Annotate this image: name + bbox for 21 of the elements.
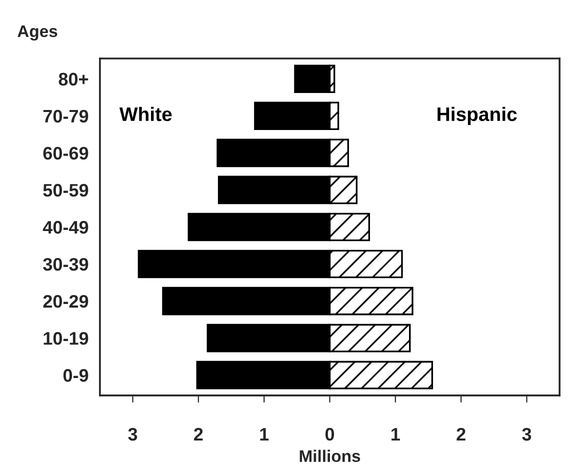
x-tick-label: 1 — [392, 428, 400, 440]
x-tick-label: 2 — [456, 428, 466, 440]
annotation: White — [119, 106, 172, 122]
y-axis-title: Ages — [18, 26, 58, 41]
x-tick-label: 2 — [194, 428, 203, 440]
y-tick-label: 20-29 — [43, 294, 88, 308]
x-tick-label: 3 — [128, 428, 138, 441]
y-tick-label: 0-9 — [63, 369, 88, 382]
y-tick-label: 40-49 — [42, 220, 88, 234]
x-tick-label: 1 — [260, 428, 269, 440]
annotation: Hispanic — [438, 106, 517, 125]
x-tick-label: 0 — [325, 428, 334, 441]
x-axis-title: Millions — [300, 450, 360, 462]
y-tick-label: 30-39 — [43, 258, 88, 271]
y-tick-label: 60-69 — [43, 146, 88, 160]
y-tick-label: 50-59 — [43, 184, 88, 197]
y-tick-label: 70-79 — [43, 110, 88, 123]
y-tick-label: 80+ — [58, 72, 88, 86]
bar — [294, 64, 331, 94]
x-tick-label: 3 — [522, 428, 532, 441]
y-tick-label: 10-19 — [44, 332, 88, 345]
